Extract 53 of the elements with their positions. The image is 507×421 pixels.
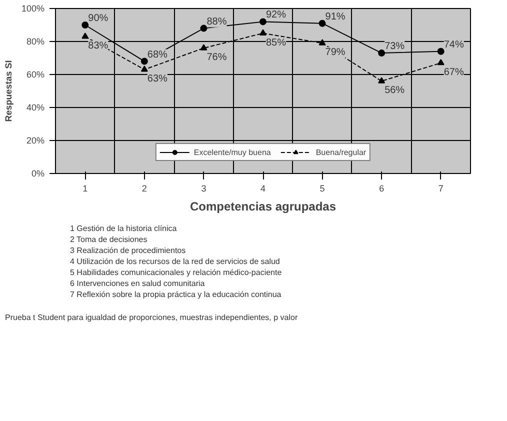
data-label: 91%: [325, 11, 346, 22]
data-label: 74%: [444, 39, 464, 50]
data-label: 76%: [206, 52, 227, 64]
data-label: 85%: [266, 37, 286, 48]
point: [82, 32, 89, 39]
text: 2 Toma de decisiones: [70, 234, 148, 245]
data-label: 67%: [444, 66, 464, 78]
point: [260, 29, 266, 36]
text: 7 Reflexión sobre la propia práctica y la educación continua: [70, 289, 282, 300]
point: [82, 22, 89, 28]
x-tick-label: 4: [260, 184, 266, 194]
y-tick-label: 80%: [26, 36, 44, 46]
x-axis-title: Competencias agrupadas: [190, 200, 336, 214]
data-label: 68%: [147, 49, 168, 60]
data-label: 92%: [266, 10, 286, 21]
x-tick-label: 1: [82, 184, 88, 194]
text: Prueba t Student para igualdad de proporciones, muestras independientes, p valor: [5, 312, 298, 324]
point: [378, 50, 386, 57]
y-tick-label: 40%: [26, 102, 44, 112]
point: [140, 66, 148, 72]
point: [140, 58, 148, 65]
x-tick-label: 3: [201, 184, 206, 194]
data-label: 73%: [384, 41, 405, 52]
legend-label: Buena/regular: [316, 147, 366, 157]
point: [200, 44, 208, 50]
y-axis-title: Respuestas SI: [3, 60, 14, 122]
y-tick-label: 60%: [26, 70, 44, 80]
text: 3 Realización de procedimientos: [70, 245, 187, 256]
point: [318, 39, 326, 46]
x-tick-label: 2: [142, 184, 147, 194]
data-label: 56%: [384, 85, 405, 96]
point: [260, 18, 266, 26]
data-label: 63%: [147, 74, 168, 85]
text: 1 Gestión de la historia clínica: [70, 223, 178, 234]
y-tick-label: 100%: [21, 4, 45, 14]
legend-label: Excelente/muy buena: [194, 147, 271, 157]
x-tick-label: 5: [320, 184, 325, 194]
text: 6 Intervenciones en salud comunitaria: [70, 278, 206, 289]
point: [437, 58, 444, 66]
point: [200, 24, 208, 32]
data-label: 83%: [88, 40, 108, 52]
x-tick-label: 6: [379, 184, 384, 194]
text: 4 Utilización de los recursos de la red de servicios de salud: [70, 256, 281, 267]
x-tick-label: 7: [438, 184, 444, 194]
point: [318, 20, 326, 27]
text: 5 Habilidades comunicacionales y relación médico-paciente: [70, 267, 282, 278]
data-label: 90%: [88, 13, 108, 24]
y-tick-label: 20%: [26, 136, 44, 146]
data-label: 88%: [206, 16, 227, 28]
point: [378, 77, 386, 84]
data-label: 79%: [325, 47, 346, 58]
y-tick-label: 0%: [31, 168, 45, 178]
point: [437, 48, 444, 55]
